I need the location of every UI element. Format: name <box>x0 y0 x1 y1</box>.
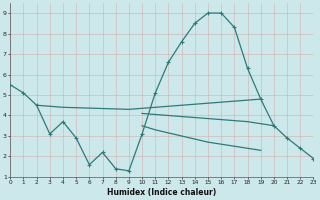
X-axis label: Humidex (Indice chaleur): Humidex (Indice chaleur) <box>107 188 217 197</box>
